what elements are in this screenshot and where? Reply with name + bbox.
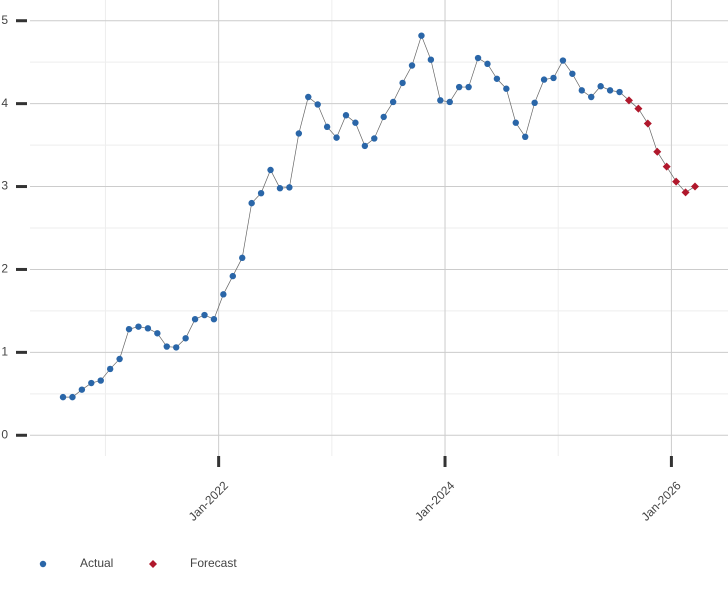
point: [201, 311, 208, 319]
point: [588, 93, 595, 101]
point: [78, 386, 86, 393]
point: [210, 316, 218, 323]
point: [643, 119, 652, 128]
point: [191, 316, 199, 323]
point: [163, 343, 170, 350]
point: [418, 32, 425, 39]
point: [484, 60, 491, 68]
point: [690, 182, 699, 191]
point: [540, 76, 548, 83]
point: [569, 70, 576, 77]
point: [239, 254, 246, 262]
point: [361, 142, 369, 150]
y-tick-label: 5: [1, 13, 8, 27]
legend-label: Actual: [80, 556, 113, 570]
point: [135, 323, 142, 330]
point: [653, 147, 662, 156]
point: [295, 130, 303, 137]
point: [474, 54, 482, 62]
point: [427, 56, 435, 63]
y-tick-label: 1: [1, 345, 8, 359]
point: [144, 325, 152, 332]
point: [305, 93, 312, 101]
y-tick-label: 2: [1, 262, 8, 276]
point: [106, 365, 114, 373]
point: [389, 98, 397, 106]
point: [173, 344, 180, 351]
point: [616, 88, 623, 96]
point: [229, 272, 236, 280]
point: [286, 184, 293, 191]
series-line: [628, 100, 696, 193]
point: [597, 83, 604, 90]
point: [314, 101, 321, 108]
x-tick-label: Jan-2022: [186, 478, 232, 524]
point: [97, 377, 104, 384]
point: [276, 185, 284, 192]
point: [531, 99, 538, 107]
point: [257, 189, 265, 197]
point: [634, 104, 643, 113]
point: [220, 291, 227, 298]
point: [323, 123, 331, 131]
legend-marker: [149, 560, 157, 568]
point: [182, 335, 189, 342]
legend-marker: [39, 560, 47, 568]
point: [493, 75, 501, 82]
point: [116, 355, 123, 363]
series-line: [63, 34, 620, 398]
y-tick-label: 4: [1, 96, 8, 110]
point: [606, 87, 614, 94]
point: [352, 119, 359, 126]
point: [380, 113, 387, 121]
point: [578, 87, 585, 94]
point: [437, 97, 444, 104]
point: [59, 393, 67, 401]
point: [371, 135, 378, 142]
point: [465, 83, 472, 91]
point: [512, 119, 519, 126]
point: [88, 379, 95, 387]
point: [333, 134, 340, 141]
point: [672, 177, 681, 186]
point: [446, 98, 453, 106]
point: [408, 62, 416, 69]
point: [69, 393, 76, 401]
point: [503, 85, 510, 92]
point: [125, 325, 133, 333]
point: [559, 57, 567, 64]
point: [399, 79, 406, 87]
x-tick-label: Jan-2026: [638, 478, 684, 524]
point: [455, 83, 463, 91]
point: [522, 133, 529, 140]
point: [662, 162, 671, 171]
y-tick-label: 3: [1, 179, 8, 193]
legend-label: Forecast: [190, 556, 237, 570]
point: [624, 96, 633, 105]
point: [267, 166, 274, 174]
point: [681, 188, 690, 197]
x-tick-label: Jan-2024: [412, 478, 458, 524]
point: [550, 74, 557, 82]
point: [154, 330, 161, 337]
point: [248, 199, 255, 207]
y-tick-label: 0: [1, 427, 8, 441]
point: [342, 112, 350, 119]
